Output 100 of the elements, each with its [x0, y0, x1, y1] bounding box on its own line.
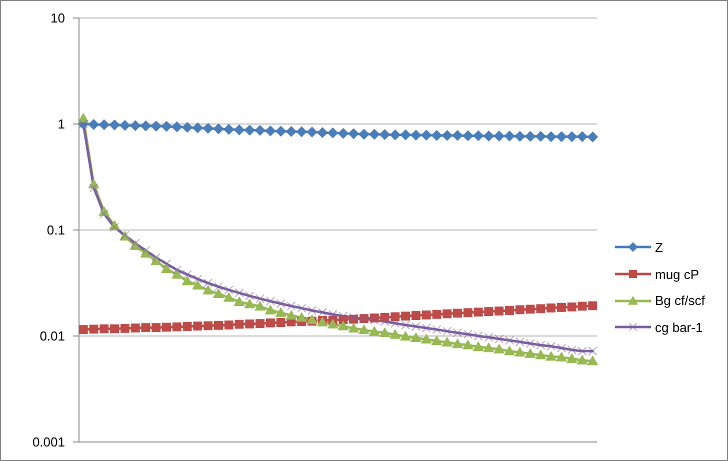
point	[546, 303, 556, 312]
point	[78, 112, 89, 123]
point	[588, 301, 598, 310]
point	[223, 292, 234, 302]
point	[494, 344, 505, 354]
point	[505, 306, 514, 315]
point	[296, 126, 308, 138]
point	[316, 127, 328, 138]
point	[462, 340, 474, 350]
legend-label: cg bar-1	[655, 320, 703, 335]
point	[119, 120, 130, 131]
point	[546, 351, 557, 361]
point	[431, 335, 442, 345]
point	[161, 120, 172, 132]
point	[358, 128, 370, 140]
point	[296, 312, 308, 322]
point	[213, 288, 224, 298]
y-tick-label: 1	[58, 116, 65, 132]
point	[483, 342, 494, 352]
point	[182, 122, 193, 133]
point	[171, 121, 182, 132]
point	[432, 310, 442, 319]
point	[286, 310, 297, 320]
point	[566, 131, 578, 142]
point	[244, 298, 256, 308]
point	[275, 126, 286, 137]
point	[327, 127, 338, 138]
point	[204, 321, 213, 330]
point	[587, 356, 598, 366]
point	[483, 130, 494, 142]
point	[390, 312, 400, 322]
point	[410, 130, 422, 141]
point	[223, 124, 234, 135]
point	[264, 304, 276, 314]
point	[264, 125, 276, 136]
point	[214, 320, 223, 330]
point	[130, 324, 140, 332]
point	[98, 206, 110, 216]
point	[370, 314, 379, 322]
point	[234, 320, 244, 329]
y-tick-label: 0.001	[32, 434, 65, 450]
point	[556, 131, 567, 142]
point	[472, 130, 484, 142]
point	[88, 119, 100, 130]
point	[390, 329, 401, 339]
point	[566, 353, 578, 363]
point	[338, 128, 349, 139]
point	[412, 311, 420, 320]
point	[463, 308, 472, 318]
point	[494, 130, 505, 142]
point	[202, 122, 214, 134]
point	[420, 334, 432, 344]
point	[524, 348, 536, 358]
point	[89, 324, 98, 334]
point	[100, 324, 109, 334]
point	[130, 120, 141, 132]
point	[286, 126, 297, 137]
point	[515, 305, 524, 314]
point	[161, 263, 172, 273]
point	[193, 322, 202, 331]
point	[442, 309, 452, 318]
point	[348, 128, 360, 140]
point	[224, 320, 234, 330]
point	[171, 269, 182, 279]
point	[306, 314, 318, 324]
point	[244, 124, 256, 136]
point	[182, 322, 192, 331]
point	[462, 130, 474, 142]
point	[431, 130, 442, 141]
point	[338, 320, 349, 330]
point	[390, 129, 401, 140]
point	[514, 130, 526, 142]
point	[306, 126, 318, 138]
point	[358, 324, 370, 334]
point	[556, 352, 567, 362]
point	[110, 324, 119, 334]
legend-label: Bg cf/scf	[655, 293, 705, 308]
point	[379, 327, 390, 338]
point	[576, 354, 588, 364]
point	[254, 124, 266, 136]
point	[202, 284, 214, 294]
point	[442, 130, 453, 141]
point	[78, 325, 88, 334]
point	[213, 123, 224, 134]
point	[140, 120, 152, 132]
point	[379, 129, 390, 140]
point	[141, 323, 150, 332]
point	[474, 308, 483, 317]
point	[266, 318, 275, 328]
point	[484, 307, 494, 316]
point	[401, 312, 410, 321]
point	[567, 302, 576, 312]
point	[150, 120, 162, 132]
legend-label: mug cP	[655, 266, 700, 282]
point	[234, 296, 245, 306]
point	[109, 119, 120, 130]
y-tick-label: 0.01	[40, 328, 65, 344]
point	[276, 318, 286, 327]
point	[422, 310, 431, 320]
point	[192, 280, 204, 290]
